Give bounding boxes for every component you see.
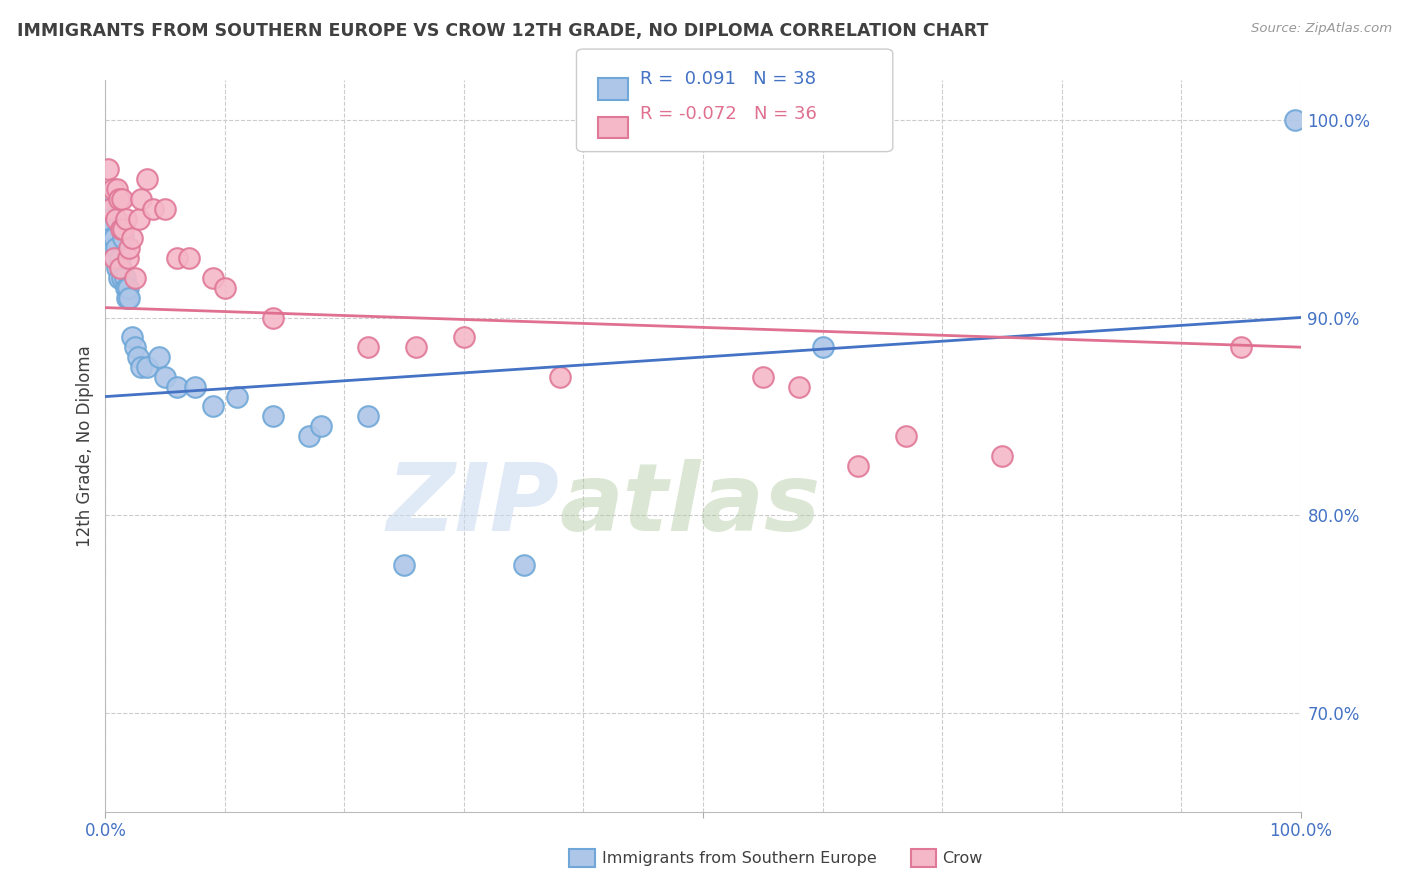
Point (114, 281, 136, 295)
Point (98, 221, 121, 235)
Point (111, 192, 134, 206)
Point (262, 310, 284, 325)
Point (110, 261, 132, 276)
Point (121, 330, 143, 344)
Point (262, 409, 284, 424)
Point (121, 231, 143, 245)
Point (153, 202, 177, 216)
Point (225, 390, 249, 404)
Point (107, 261, 129, 276)
Point (548, 369, 571, 384)
Point (309, 419, 332, 434)
Point (990, 449, 1012, 463)
Point (129, 359, 153, 374)
Point (166, 251, 188, 265)
Point (114, 271, 136, 285)
Text: atlas: atlas (560, 458, 821, 550)
Point (117, 251, 139, 265)
Point (112, 221, 135, 235)
Point (129, 192, 153, 206)
Point (97, 202, 120, 216)
Point (297, 429, 319, 443)
Point (202, 400, 225, 414)
Point (107, 271, 129, 285)
Point (166, 380, 188, 394)
Point (104, 251, 127, 265)
Point (124, 340, 146, 354)
Point (107, 182, 129, 196)
Y-axis label: 12th Grade, No Diploma: 12th Grade, No Diploma (76, 345, 94, 547)
Point (453, 330, 475, 344)
Point (101, 241, 124, 255)
Point (142, 202, 165, 216)
Point (787, 380, 810, 394)
Point (100, 231, 122, 245)
Point (127, 350, 149, 364)
Point (392, 558, 416, 572)
Point (846, 458, 869, 473)
Point (202, 271, 225, 285)
Point (357, 409, 380, 424)
Point (98, 211, 121, 226)
Point (103, 251, 125, 265)
Point (112, 231, 135, 245)
Point (136, 172, 159, 186)
Point (107, 192, 129, 206)
Point (117, 281, 139, 295)
Point (118, 291, 141, 305)
Point (124, 271, 146, 285)
Text: R = -0.072   N = 36: R = -0.072 N = 36 (640, 105, 817, 123)
Point (894, 429, 917, 443)
Point (103, 231, 125, 245)
Point (357, 340, 380, 354)
Point (108, 251, 131, 265)
Text: Crow: Crow (942, 851, 983, 865)
Point (118, 241, 141, 255)
Point (513, 558, 536, 572)
Point (105, 211, 128, 226)
Text: Source: ZipAtlas.com: Source: ZipAtlas.com (1251, 22, 1392, 36)
Point (811, 340, 834, 354)
Point (1229, 340, 1251, 354)
Point (405, 340, 427, 354)
Point (101, 182, 124, 196)
Point (110, 221, 132, 235)
Text: Immigrants from Southern Europe: Immigrants from Southern Europe (602, 851, 876, 865)
Point (111, 271, 134, 285)
Point (1284, 112, 1306, 127)
Point (214, 281, 236, 295)
Point (153, 369, 177, 384)
Text: R =  0.091   N = 38: R = 0.091 N = 38 (640, 70, 815, 87)
Point (128, 211, 150, 226)
Point (115, 291, 138, 305)
Text: IMMIGRANTS FROM SOUTHERN EUROPE VS CROW 12TH GRADE, NO DIPLOMA CORRELATION CHART: IMMIGRANTS FROM SOUTHERN EUROPE VS CROW … (17, 22, 988, 40)
Point (98, 202, 121, 216)
Text: ZIP: ZIP (387, 458, 560, 550)
Point (97, 162, 120, 177)
Point (105, 241, 128, 255)
Point (184, 380, 207, 394)
Point (751, 369, 773, 384)
Point (136, 359, 159, 374)
Point (148, 350, 170, 364)
Point (177, 251, 201, 265)
Point (108, 261, 131, 276)
Point (114, 211, 136, 226)
